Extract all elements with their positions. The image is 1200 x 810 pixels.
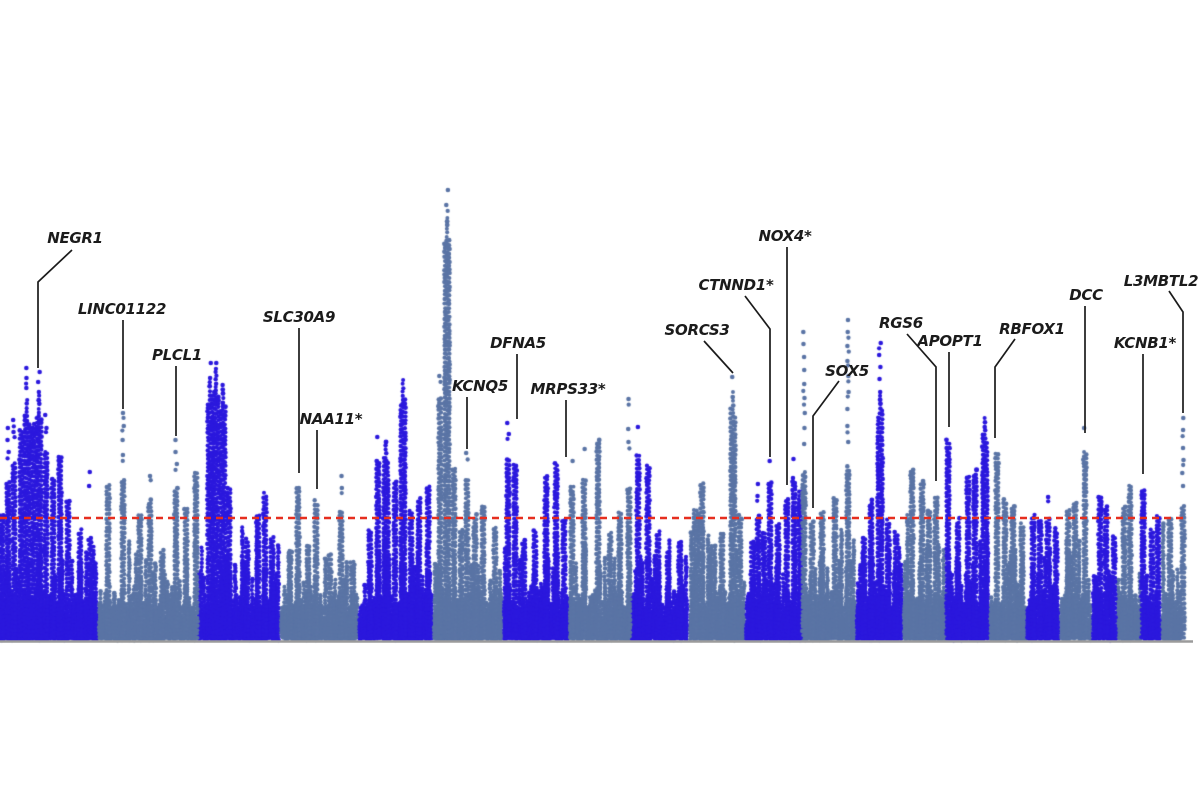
gene-label-PLCL1: PLCL1 bbox=[151, 346, 203, 364]
gene-label-KCNQ5: KCNQ5 bbox=[452, 377, 508, 395]
gene-label-RBFOX1: RBFOX1 bbox=[999, 320, 1065, 338]
gene-label-RGS6: RGS6 bbox=[879, 314, 923, 332]
gene-label-NEGR1: NEGR1 bbox=[47, 229, 103, 247]
gene-label-MRPS33: MRPS33* bbox=[530, 380, 606, 398]
gene-label-CTNND1: CTNND1* bbox=[698, 276, 774, 294]
gene-label-DCC: DCC bbox=[1069, 286, 1103, 304]
gene-label-NAA11: NAA11* bbox=[299, 410, 363, 428]
gene-label-KCNB1: KCNB1* bbox=[1113, 334, 1177, 352]
gene-label-SOX5: SOX5 bbox=[825, 362, 869, 380]
gene-label-NOX4: NOX4* bbox=[758, 227, 812, 245]
gene-label-L3MBTL2: L3MBTL2 bbox=[1123, 272, 1199, 290]
gene-label-SLC30A9: SLC30A9 bbox=[262, 308, 336, 326]
gene-label-LINC01122: LINC01122 bbox=[77, 300, 167, 318]
gene-label-DFNA5: DFNA5 bbox=[490, 334, 546, 352]
gene-label-SORCS3: SORCS3 bbox=[664, 321, 730, 339]
gene-label-APOPT1: APOPT1 bbox=[917, 332, 983, 350]
